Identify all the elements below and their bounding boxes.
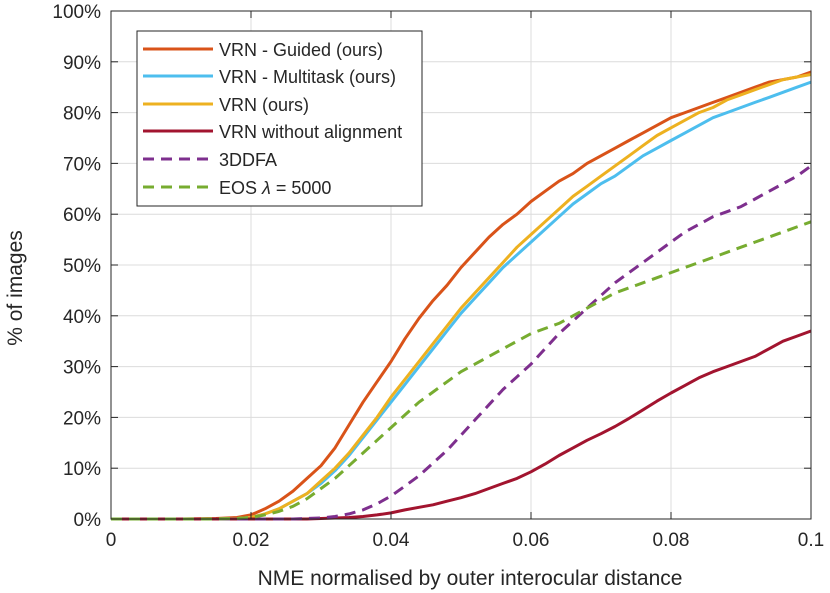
- x-tick-label: 0.04: [373, 530, 410, 551]
- x-tick-label: 0.02: [233, 530, 270, 551]
- x-tick-label: 0.06: [513, 530, 550, 551]
- legend-label-eos: EOS λ = 5000: [219, 178, 331, 198]
- y-tick-label: 60%: [63, 205, 101, 226]
- y-tick-label: 90%: [63, 53, 101, 74]
- y-axis-label: % of images: [4, 230, 27, 346]
- axis-ticks: 0 0.02 0.04 0.06 0.08 0.1 0% 10% 20% 30% 40% 50% 60%…: [52, 2, 824, 551]
- series-line-6: [111, 220, 812, 521]
- y-tick-label: 0%: [74, 510, 102, 531]
- y-tick-label: 70%: [63, 154, 101, 175]
- y-tick-label: 10%: [63, 459, 101, 480]
- legend-label-vrn-guided: VRN - Guided (ours): [219, 40, 383, 60]
- series-line-1: [111, 70, 812, 521]
- y-tick-label: 80%: [63, 104, 101, 125]
- legend-box: [136, 30, 423, 207]
- y-tick-label: 100%: [52, 2, 101, 23]
- legend-label-vrn: VRN (ours): [219, 95, 309, 115]
- y-tick-label: 50%: [63, 256, 101, 277]
- legend: VRN - Guided (ours) VRN - Multitask (our…: [136, 30, 423, 207]
- x-axis-label: NME normalised by outer interocular dist…: [258, 567, 683, 590]
- series-line-5: [111, 164, 812, 521]
- x-tick-label: 0.1: [798, 530, 824, 551]
- legend-label-3ddfa: 3DDFA: [219, 150, 277, 170]
- y-tick-label: 30%: [63, 358, 101, 379]
- legend-label-eos-suffix: = 5000: [271, 178, 332, 198]
- legend-label-vrn-multitask: VRN - Multitask (ours): [219, 67, 396, 87]
- legend-label-eos-lambda: λ: [261, 178, 271, 198]
- legend-label-vrn-noalign: VRN without alignment: [219, 122, 402, 142]
- y-tick-label: 20%: [63, 408, 101, 429]
- x-tick-label: 0: [106, 530, 117, 551]
- series-line-3: [111, 73, 812, 521]
- y-tick-label: 40%: [63, 307, 101, 328]
- x-tick-label: 0.08: [653, 530, 690, 551]
- legend-label-eos-prefix: EOS: [219, 178, 262, 198]
